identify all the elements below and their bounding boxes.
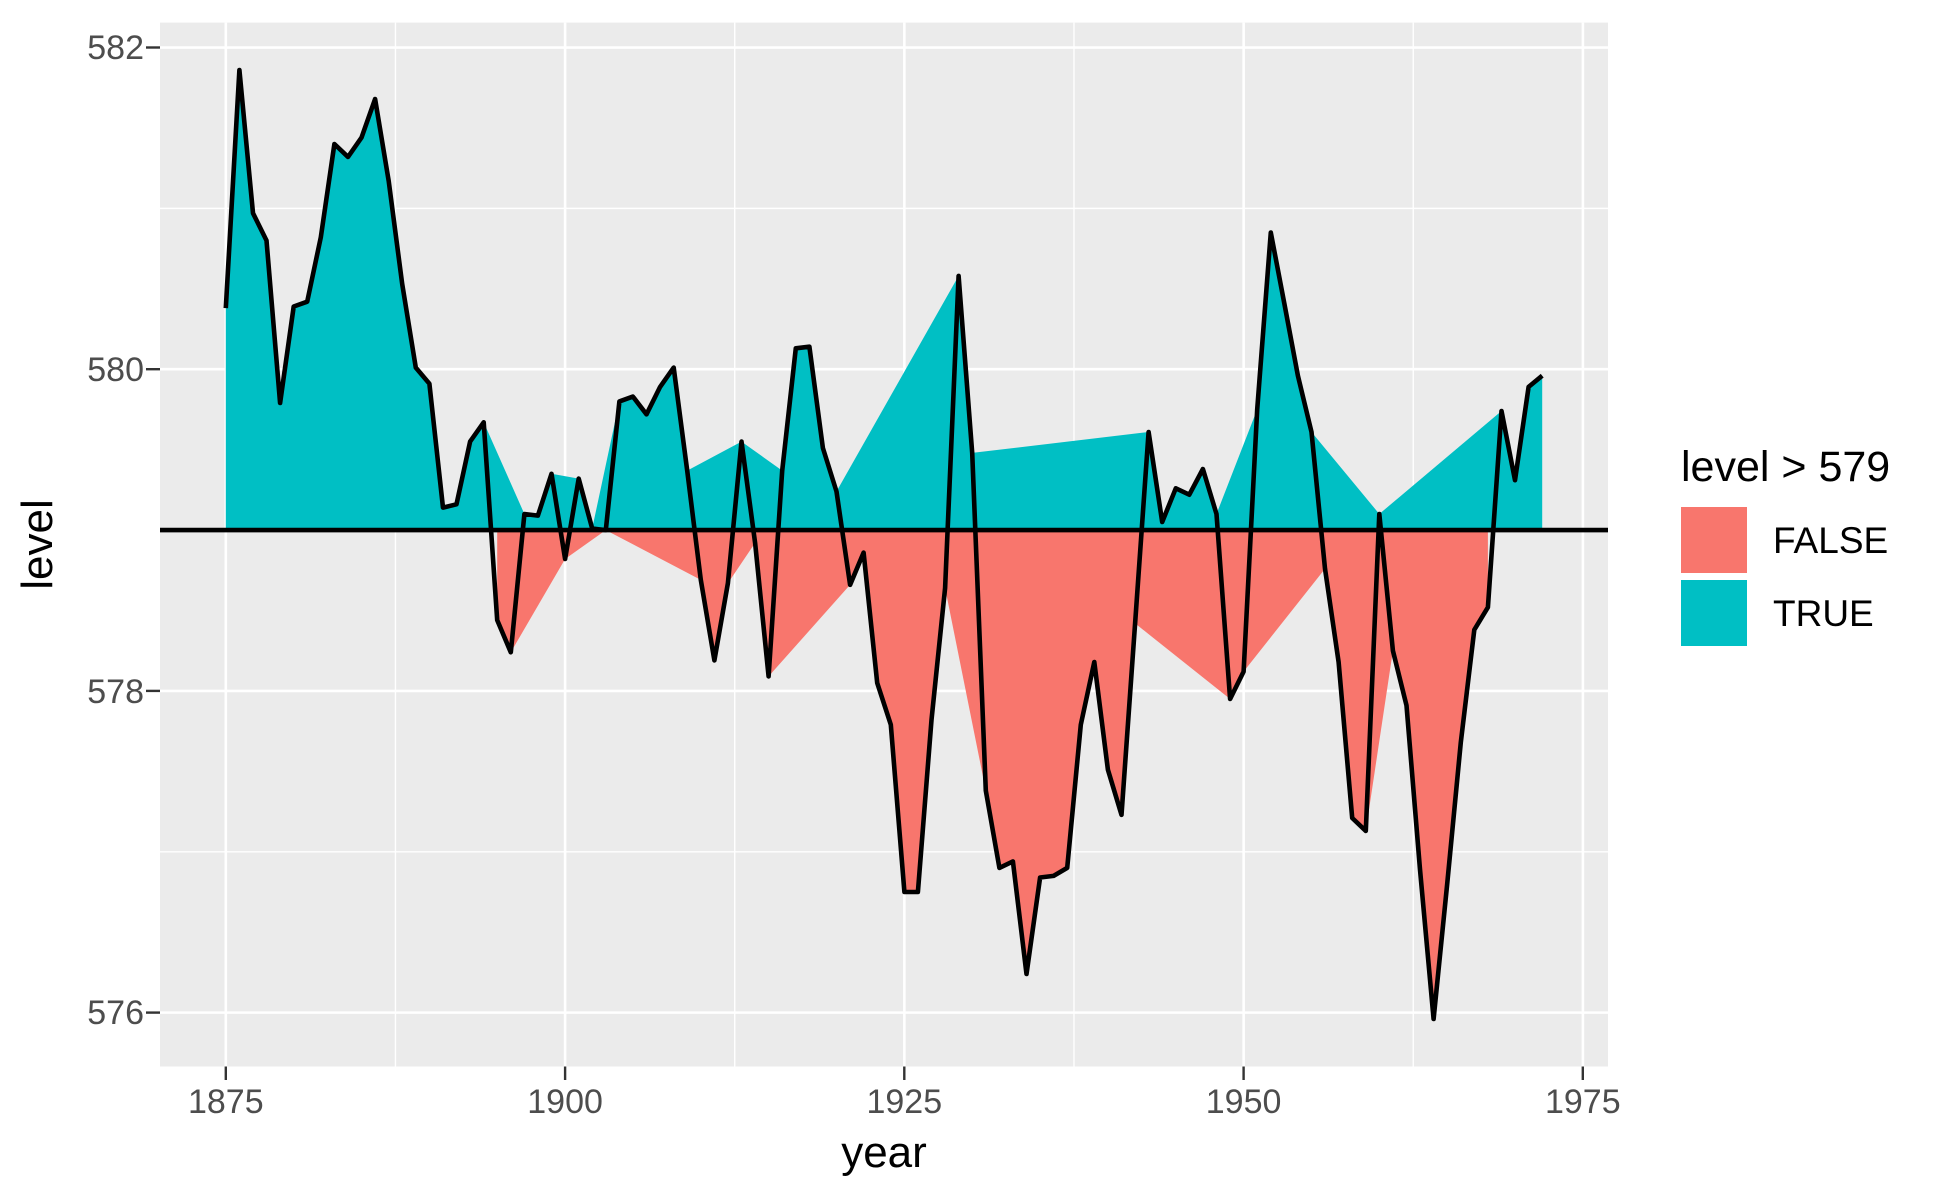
ribbon-true-above-threshold	[225, 70, 1543, 531]
x-axis-ticks	[224, 1066, 1585, 1080]
legend-label-false: FALSE	[1773, 520, 1888, 561]
x-tick-label-1875: 1875	[188, 1083, 264, 1121]
x-tick-label-1975: 1975	[1545, 1083, 1621, 1121]
x-tick-label-1950: 1950	[1206, 1083, 1282, 1121]
y-tick-label-578: 578	[87, 673, 144, 711]
x-tick-label-1925: 1925	[866, 1083, 942, 1121]
y-tick-label-582: 582	[87, 29, 144, 67]
y-tick-label-580: 580	[87, 351, 144, 389]
y-axis-ticks	[146, 46, 160, 1014]
legend-label-true: TRUE	[1773, 593, 1874, 634]
x-axis-title: year	[841, 1128, 927, 1177]
legend-title: level > 579	[1681, 443, 1890, 491]
x-tick-label-1900: 1900	[527, 1083, 603, 1121]
y-tick-label-576: 576	[87, 994, 144, 1032]
plot-area	[160, 22, 1608, 1067]
level-line	[223, 67, 1544, 1022]
legend: level > 579 FALSE TRUE	[1681, 443, 1890, 646]
ribbon-false-below-threshold	[497, 530, 1488, 1019]
y-axis-title: level	[13, 499, 62, 590]
legend-swatch-true	[1681, 580, 1747, 646]
legend-swatch-false	[1681, 507, 1747, 573]
